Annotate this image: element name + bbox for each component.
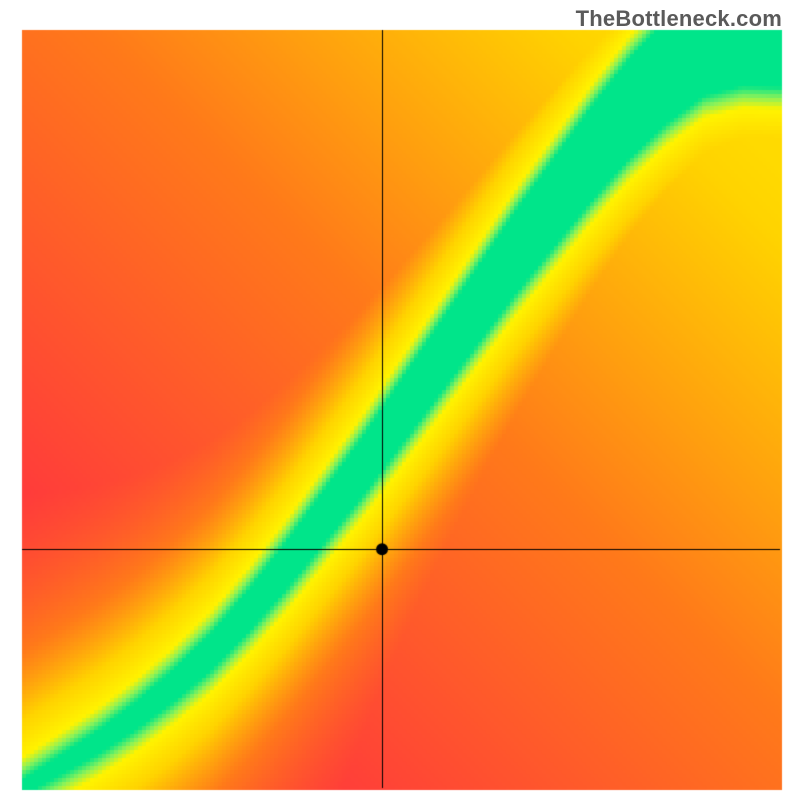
heatmap-canvas [0,0,800,800]
bottleneck-heatmap-chart: TheBottleneck.com [0,0,800,800]
